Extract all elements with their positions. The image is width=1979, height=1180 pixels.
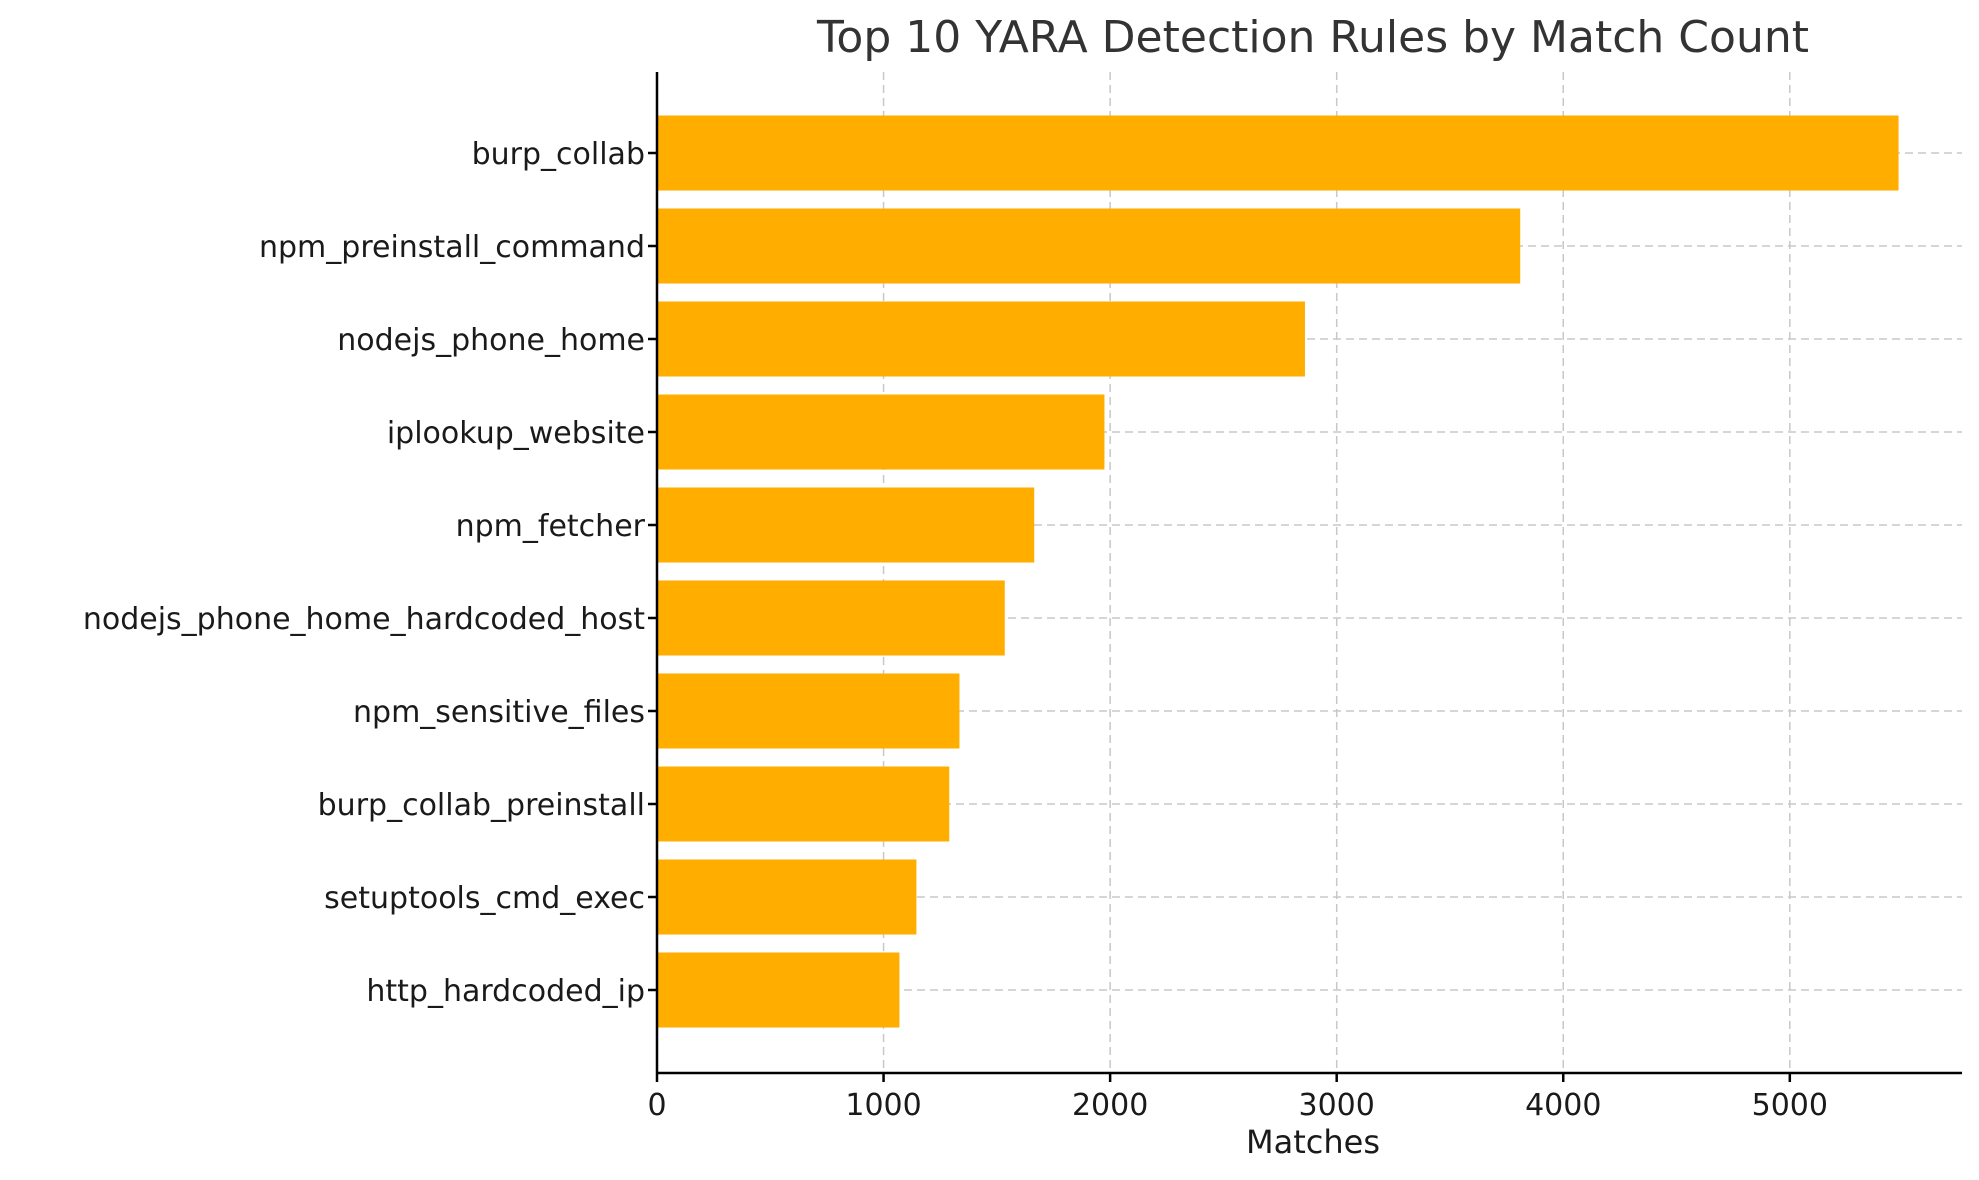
category-label: http_hardcoded_ip xyxy=(366,974,645,1009)
x-ticks: 0 1000 2000 3000 4000 5000 xyxy=(647,1073,1828,1123)
bar xyxy=(657,580,1005,656)
x-tick-label: 3000 xyxy=(1299,1088,1375,1123)
category-label: nodejs_phone_home xyxy=(337,323,645,358)
bar xyxy=(657,859,917,935)
bar xyxy=(657,487,1035,563)
x-axis-title: Matches xyxy=(1246,1123,1380,1161)
bar xyxy=(657,394,1105,470)
bar xyxy=(657,673,960,749)
category-label: nodejs_phone_home_hardcoded_host xyxy=(83,602,645,637)
bar xyxy=(657,952,900,1028)
category-label: burp_collab_preinstall xyxy=(318,788,645,823)
category-labels: burp_collab npm_preinstall_command nodejs_… xyxy=(83,137,646,1009)
category-label: burp_collab xyxy=(472,137,645,172)
bar xyxy=(657,208,1521,284)
x-tick-label: 5000 xyxy=(1752,1088,1828,1123)
x-tick-label: 2000 xyxy=(1072,1088,1148,1123)
chart-title: Top 10 YARA Detection Rules by Match Cou… xyxy=(816,12,1809,63)
axes xyxy=(648,72,1962,1075)
category-label: npm_preinstall_command xyxy=(259,230,645,265)
bars xyxy=(657,115,1899,1028)
bar xyxy=(657,301,1305,377)
bar xyxy=(657,766,950,842)
category-label: iplookup_website xyxy=(387,416,645,451)
category-label: setuptools_cmd_exec xyxy=(324,881,645,916)
x-tick-label: 4000 xyxy=(1525,1088,1601,1123)
x-tick-label: 0 xyxy=(647,1088,666,1123)
category-label: npm_fetcher xyxy=(456,509,646,544)
x-tick-label: 1000 xyxy=(845,1088,921,1123)
bar xyxy=(657,115,1899,191)
category-label: npm_sensitive_files xyxy=(353,695,645,730)
